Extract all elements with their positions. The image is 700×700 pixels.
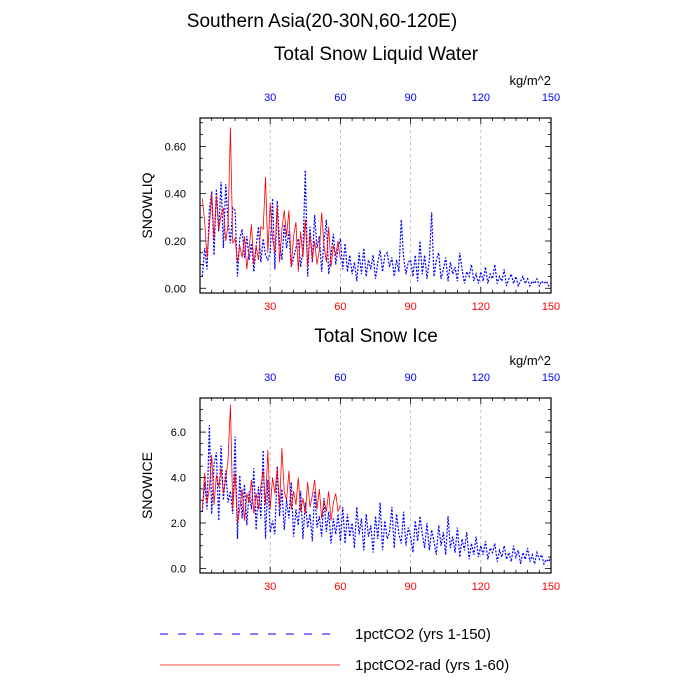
x-tick-label: 120 [472, 301, 490, 313]
y-tick-label: 0.20 [165, 236, 186, 248]
x-tick-label-top: 60 [334, 372, 346, 384]
x-tick-label: 150 [542, 581, 560, 593]
legend-label: 1pctCO2 (yrs 1-150) [355, 626, 491, 643]
y-tick-label: 0.00 [165, 283, 186, 295]
x-tick-label-top: 150 [542, 92, 560, 104]
y-tick-label: 4.0 [171, 473, 186, 485]
legend-label: 1pctCO2-rad (yrs 1-60) [355, 657, 509, 674]
x-tick-label: 60 [334, 581, 346, 593]
x-tick-label: 90 [404, 581, 416, 593]
x-tick-label-top: 60 [334, 92, 346, 104]
x-tick-label: 30 [264, 581, 276, 593]
x-tick-label-top: 150 [542, 372, 560, 384]
series-line-1pctco2-rad [201, 127, 341, 272]
series-line-1pctco2 [201, 170, 552, 288]
x-tick-label-top: 90 [404, 372, 416, 384]
panel-snowliq: Total Snow Liquid Water kg/m^2 30 30 60 60 90 9… [139, 44, 560, 313]
series-line-1pctco2-rad [201, 404, 341, 524]
x-tick-label: 90 [404, 301, 416, 313]
y-tick-label: 0.0 [171, 563, 186, 575]
x-tick-label-top: 90 [404, 92, 416, 104]
x-tick-label-top: 30 [264, 372, 276, 384]
y-tick-label: 6.0 [171, 427, 186, 439]
chart-suptitle: Southern Asia(20-30N,60-120E) [186, 11, 458, 32]
panel-snowice: Total Snow Ice kg/m^2 30 30 60 60 90 90 120 120 15… [139, 326, 560, 593]
plot-frame [199, 117, 552, 294]
y-tick-label: 0.60 [165, 141, 186, 153]
y-tick-label: 0.40 [165, 189, 186, 201]
x-tick-label: 60 [334, 301, 346, 313]
y-tick-label: 2.0 [171, 518, 186, 530]
x-tick-label-top: 30 [264, 92, 276, 104]
series-line-1pctco2 [201, 425, 552, 566]
x-tick-label-top: 120 [472, 372, 490, 384]
x-tick-label: 150 [542, 301, 560, 313]
units-label: kg/m^2 [509, 73, 551, 88]
panel-title: Total Snow Ice [314, 326, 438, 347]
legend: 1pctCO2 (yrs 1-150) 1pctCO2-rad (yrs 1-60… [160, 626, 509, 674]
units-label: kg/m^2 [509, 353, 551, 368]
x-tick-label: 120 [472, 581, 490, 593]
x-tick-label: 30 [264, 301, 276, 313]
y-axis-label: SNOWLIQ [139, 172, 155, 238]
panel-title: Total Snow Liquid Water [274, 44, 479, 65]
x-tick-label-top: 120 [472, 92, 490, 104]
y-axis-label: SNOWICE [139, 452, 155, 519]
